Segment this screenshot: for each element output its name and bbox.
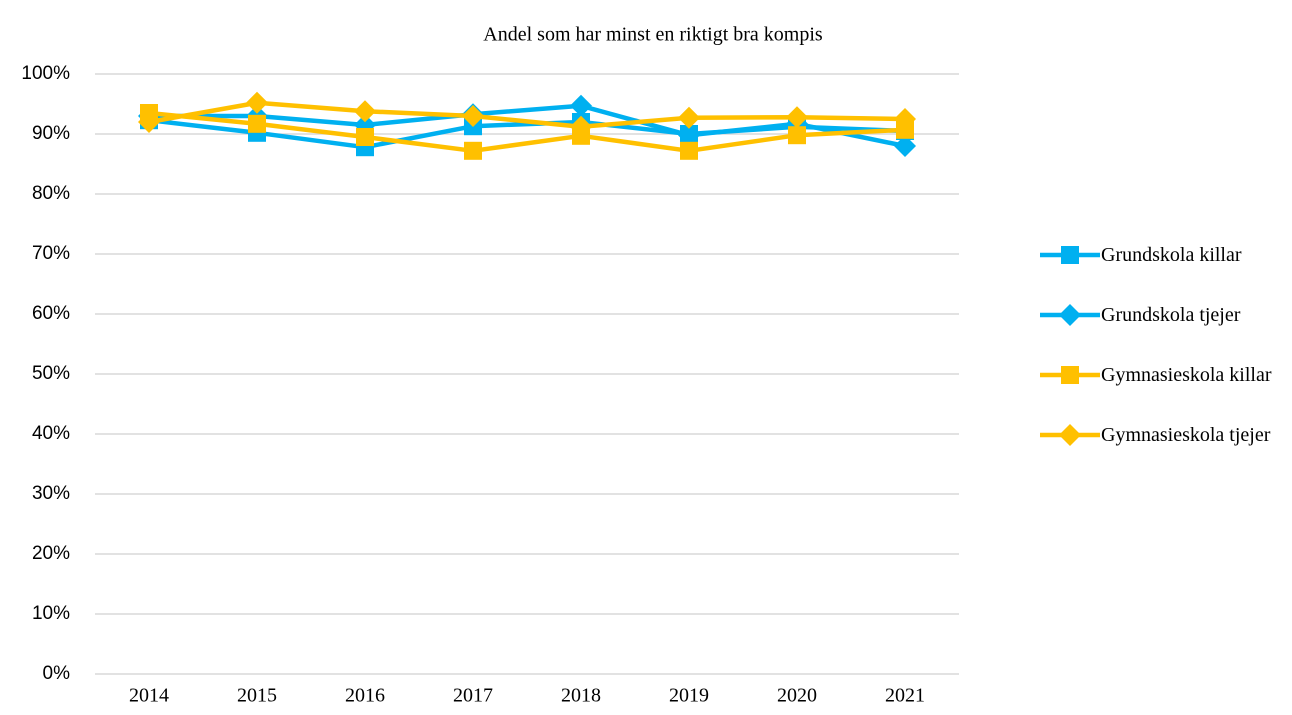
y-tick-label: 0%	[43, 663, 71, 684]
data-point	[246, 91, 268, 114]
data-point	[570, 94, 592, 117]
x-tick-label: 2021	[885, 685, 925, 707]
x-tick-label: 2018	[561, 685, 601, 707]
series-line	[148, 100, 906, 130]
series-line	[148, 117, 906, 150]
data-point	[786, 106, 808, 129]
legend-marker	[1059, 424, 1081, 446]
x-tick-label: 2014	[129, 685, 169, 707]
data-point	[248, 114, 266, 133]
x-tick-label: 2015	[237, 685, 277, 707]
y-tick-label: 60%	[32, 303, 70, 324]
legend-label: Gymnasieskola tjejer	[1101, 424, 1271, 446]
data-point	[788, 126, 806, 145]
chart-title: Andel som har minst en riktigt bra kompi…	[483, 24, 823, 46]
y-tick-label: 50%	[32, 363, 70, 384]
y-tick-label: 70%	[32, 243, 70, 264]
series-line	[149, 103, 906, 149]
legend-marker	[1061, 366, 1079, 384]
y-tick-label: 80%	[32, 183, 70, 204]
data-point	[356, 128, 374, 146]
data-point	[678, 124, 700, 147]
y-tick-label: 100%	[21, 63, 70, 84]
data-point	[462, 105, 484, 127]
data-point	[138, 111, 160, 133]
x-tick-label: 2017	[453, 685, 493, 707]
data-point	[680, 141, 698, 160]
data-point	[570, 115, 592, 138]
legend-label: Gymnasieskola killar	[1101, 364, 1272, 386]
x-tick-label: 2016	[345, 685, 385, 707]
y-tick-label: 90%	[32, 123, 70, 144]
legend-label: Grundskola killar	[1101, 244, 1242, 266]
y-tick-label: 20%	[32, 543, 70, 564]
legend-marker	[1061, 246, 1079, 264]
data-point	[354, 100, 376, 123]
y-tick-label: 30%	[32, 483, 70, 504]
data-point	[678, 106, 700, 129]
data-point	[894, 135, 916, 157]
series-line	[148, 110, 906, 154]
data-point	[464, 141, 482, 160]
y-tick-label: 10%	[32, 603, 70, 624]
x-tick-label: 2020	[777, 685, 817, 707]
legend-marker	[1059, 304, 1081, 326]
data-point	[894, 108, 916, 130]
x-tick-label: 2019	[669, 685, 709, 707]
legend-label: Grundskola tjejer	[1101, 304, 1241, 326]
y-tick-label: 40%	[32, 423, 70, 444]
